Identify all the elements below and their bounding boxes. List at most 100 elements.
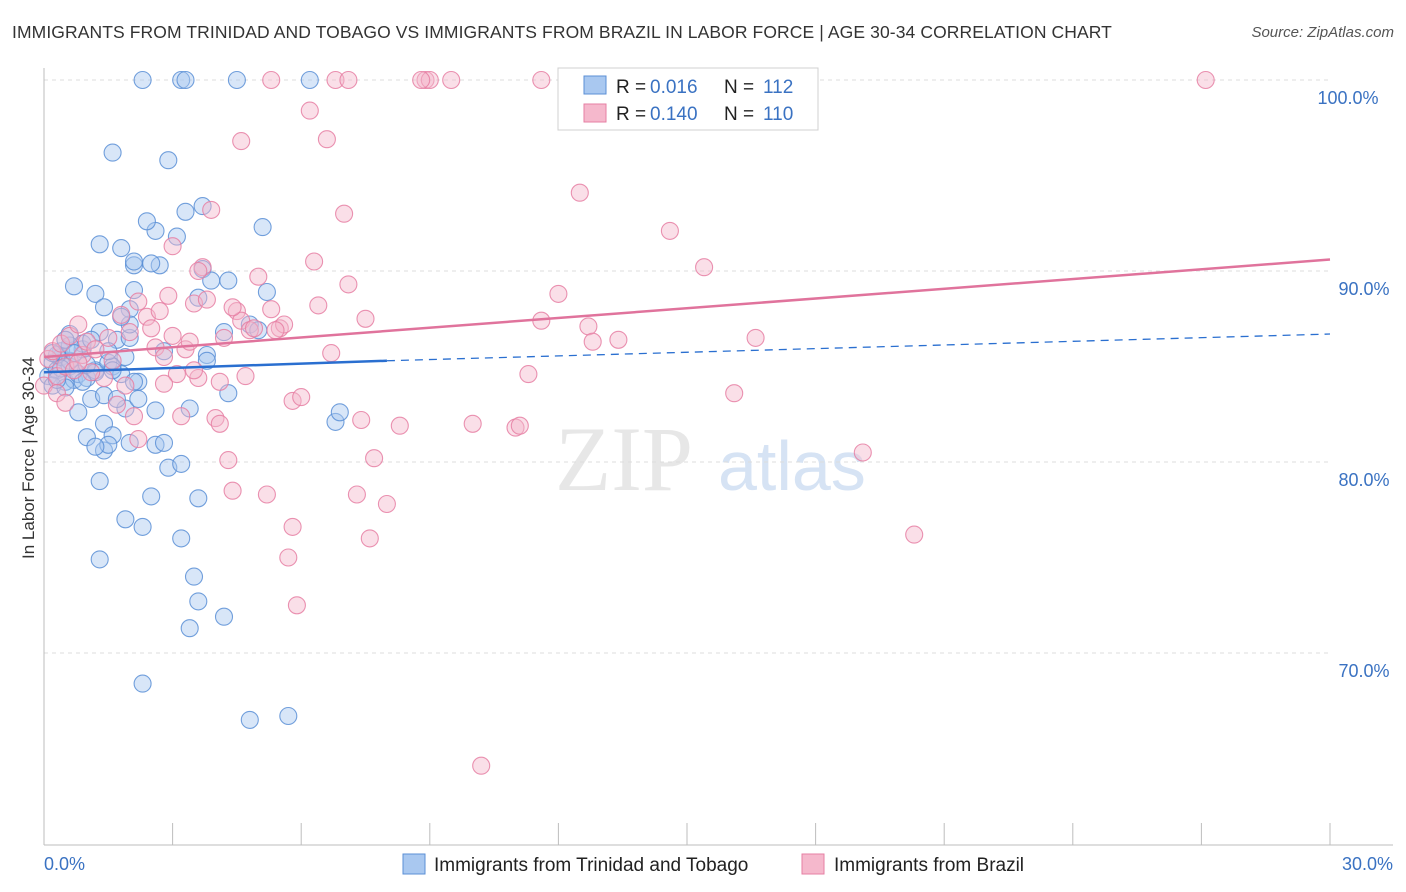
- data-point: [172, 454, 191, 473]
- data-point: [86, 284, 105, 303]
- data-point: [86, 437, 105, 456]
- data-point: [279, 706, 298, 726]
- data-point: [103, 351, 122, 370]
- data-point: [549, 284, 568, 303]
- source-credit: Source: ZipAtlas.com: [1251, 24, 1394, 41]
- legend-swatch-pink: [583, 103, 607, 123]
- legend-swatch-blue: [583, 75, 607, 95]
- data-point: [292, 388, 311, 407]
- data-point: [347, 485, 366, 504]
- data-point: [317, 130, 336, 149]
- data-point: [214, 323, 234, 342]
- data-point: [103, 143, 122, 162]
- data-point: [695, 258, 714, 277]
- legend-r-label: R =: [616, 104, 646, 125]
- data-point: [326, 412, 345, 431]
- data-point: [335, 204, 354, 223]
- data-point: [116, 376, 135, 395]
- data-point: [159, 286, 178, 305]
- bottom-legend-swatch-blue: [402, 853, 426, 875]
- trend-line-trinidad-projected: [386, 333, 1331, 362]
- data-point: [193, 197, 212, 216]
- data-point: [510, 416, 529, 435]
- data-point: [223, 298, 242, 317]
- trend-lines: [43, 258, 1331, 374]
- chart-title: IMMIGRANTS FROM TRINIDAD AND TOBAGO VS I…: [12, 22, 1112, 42]
- data-point: [176, 70, 195, 90]
- data-point: [90, 550, 109, 569]
- data-point: [309, 296, 328, 315]
- data-point: [227, 70, 246, 90]
- data-point: [150, 302, 169, 321]
- data-point: [300, 101, 319, 120]
- data-point: [69, 353, 88, 372]
- data-point: [172, 70, 191, 90]
- data-point: [390, 416, 409, 435]
- legend-r-value: 0.016: [650, 77, 698, 98]
- legend-n-label: N =: [724, 77, 754, 98]
- data-point: [133, 70, 152, 90]
- y-tick-label: 90.0%: [1338, 279, 1389, 299]
- data-point: [137, 212, 156, 231]
- data-point: [214, 607, 234, 626]
- data-point: [112, 239, 131, 258]
- watermark-atlas: atlas: [718, 427, 866, 505]
- data-point: [172, 529, 191, 548]
- data-point: [180, 619, 199, 638]
- data-point: [262, 70, 281, 90]
- data-point: [326, 70, 345, 90]
- data-point: [69, 403, 88, 422]
- data-point: [210, 372, 229, 391]
- data-point: [197, 351, 216, 370]
- data-point: [463, 414, 482, 433]
- data-point: [219, 451, 238, 470]
- data-point: [360, 529, 379, 548]
- data-point: [94, 298, 114, 317]
- data-point: [412, 70, 431, 90]
- data-point: [142, 254, 161, 273]
- y-tick-label: 80.0%: [1338, 470, 1389, 490]
- data-point: [853, 443, 872, 462]
- legend-n-value: 110: [763, 104, 793, 125]
- data-point: [197, 290, 216, 309]
- data-point: [416, 70, 435, 90]
- legend-n-label: N =: [724, 104, 754, 125]
- data-point: [472, 756, 491, 775]
- data-point: [159, 151, 178, 170]
- legend-r-label: R =: [616, 77, 646, 98]
- data-point: [442, 70, 461, 90]
- data-point: [244, 319, 264, 338]
- x-tick-label-min: 0.0%: [44, 854, 85, 874]
- y-axis-label: In Labor Force | Age 30-34: [19, 357, 38, 559]
- data-point: [124, 372, 144, 391]
- data-point: [189, 261, 208, 281]
- data-point: [116, 510, 135, 529]
- bottom-legend-label-brazil: Immigrants from Brazil: [834, 855, 1024, 876]
- data-point: [112, 305, 131, 324]
- data-point: [124, 407, 144, 426]
- data-point: [377, 494, 396, 514]
- trend-line-brazil: [43, 258, 1331, 359]
- legend-r-value: 0.140: [650, 104, 698, 125]
- data-point: [356, 309, 375, 328]
- data-point: [129, 430, 148, 449]
- data-point: [189, 489, 208, 508]
- data-point: [262, 300, 281, 319]
- data-point: [660, 221, 679, 240]
- data-point: [90, 472, 109, 491]
- data-point: [232, 132, 251, 151]
- trend-line-trinidad: [43, 359, 387, 374]
- data-point: [287, 596, 306, 615]
- data-point: [107, 395, 126, 414]
- data-point: [56, 393, 75, 412]
- data-point: [163, 326, 182, 345]
- data-point: [124, 256, 144, 275]
- data-point: [339, 70, 358, 90]
- data-point: [330, 403, 349, 422]
- data-point: [257, 282, 276, 302]
- data-point: [176, 202, 195, 221]
- data-point: [107, 389, 126, 409]
- data-point: [154, 374, 174, 393]
- data-point: [283, 517, 302, 536]
